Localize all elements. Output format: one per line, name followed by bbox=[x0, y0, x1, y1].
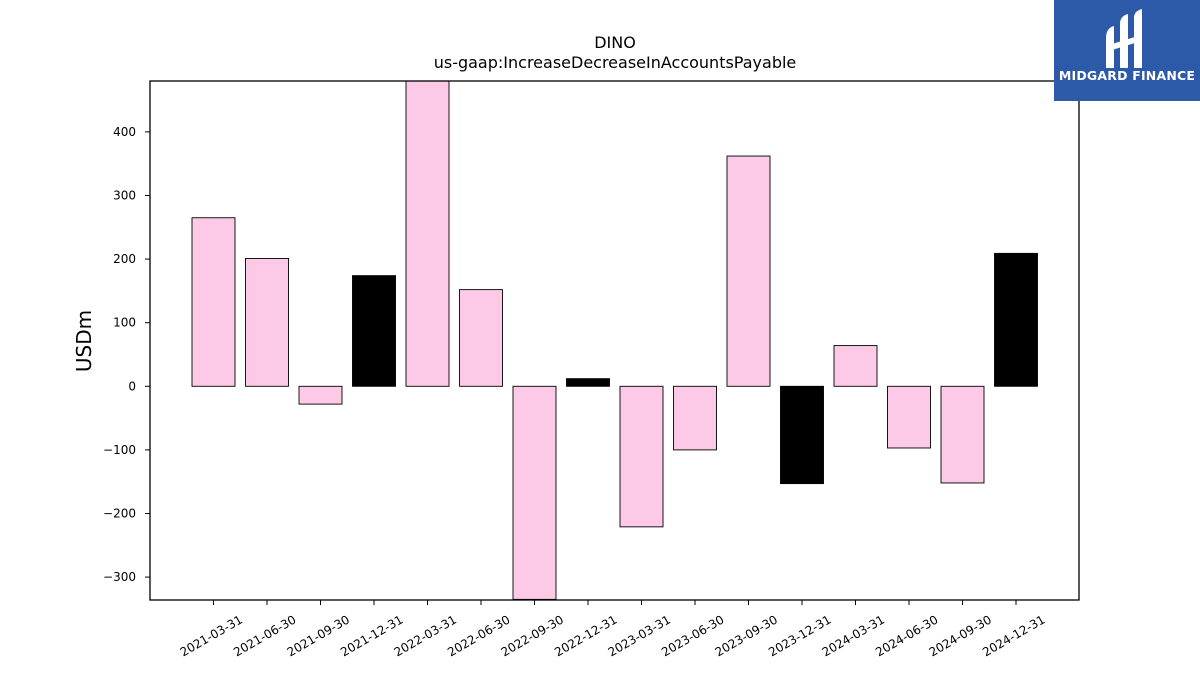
logo-text: MIDGARD FINANCE bbox=[1058, 68, 1196, 83]
bar-2021-12-31 bbox=[352, 275, 396, 387]
bar-2024-12-31 bbox=[994, 252, 1038, 387]
chart-subtitle: us-gaap:IncreaseDecreaseInAccountsPayabl… bbox=[434, 53, 797, 72]
bar-2021-03-31 bbox=[191, 217, 236, 387]
y-tick-label: 0 bbox=[128, 379, 136, 393]
y-tick-label: −200 bbox=[103, 507, 136, 521]
y-ticks-group: −300 −200 −100 0 100 200 300 400 bbox=[103, 125, 150, 584]
y-tick-label: 300 bbox=[113, 188, 136, 202]
bar-2022-06-30 bbox=[459, 289, 503, 387]
bar-2023-03-31 bbox=[619, 385, 664, 528]
y-tick-label: 200 bbox=[113, 252, 136, 266]
y-tick-label: −300 bbox=[103, 570, 136, 584]
bar-2024-03-31 bbox=[833, 345, 878, 387]
bar-2021-06-30 bbox=[245, 258, 289, 387]
chart-title: DINO bbox=[594, 33, 636, 52]
y-tick-label: 100 bbox=[113, 316, 136, 330]
bars-group bbox=[191, 80, 1038, 600]
plot-frame bbox=[149, 80, 1080, 601]
midgard-finance-logo: MIDGARD FINANCE bbox=[1054, 0, 1200, 101]
bar-2022-03-31 bbox=[405, 80, 450, 387]
bar-2023-12-31 bbox=[780, 385, 824, 485]
bar-2023-06-30 bbox=[673, 385, 717, 451]
bar-2023-09-30 bbox=[726, 155, 771, 387]
midgard-logo-icon bbox=[1106, 9, 1142, 68]
bar-2022-09-30 bbox=[512, 385, 557, 600]
bar-2021-09-30 bbox=[298, 385, 343, 405]
bar-2024-09-30 bbox=[940, 385, 985, 484]
bar-2022-12-31 bbox=[566, 378, 610, 387]
y-tick-label: 400 bbox=[113, 125, 136, 139]
y-axis-label: USDm bbox=[72, 310, 96, 372]
x-ticks-group: 2021-03-312021-06-302021-09-302021-12-31… bbox=[178, 600, 1048, 659]
y-tick-label: −100 bbox=[103, 443, 136, 457]
bar-2024-06-30 bbox=[887, 385, 931, 449]
